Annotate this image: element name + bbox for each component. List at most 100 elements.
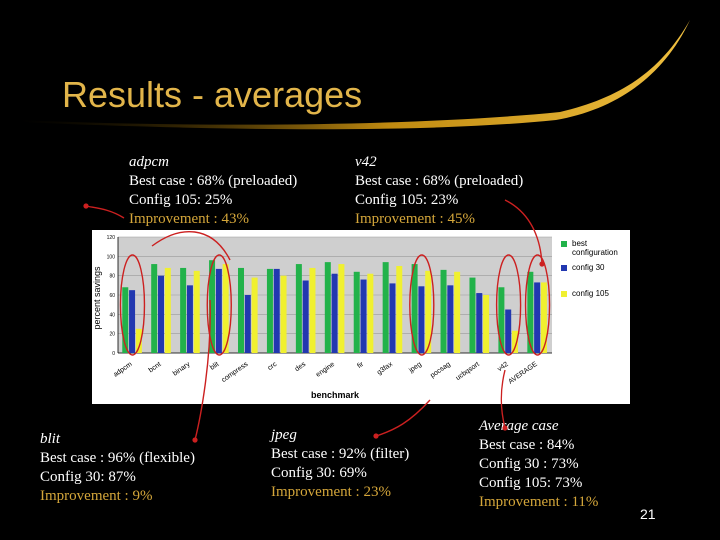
bar-best-configuration [238,267,244,353]
bar-best-configuration [209,260,216,353]
annotation-improvement: Improvement : 45% [355,211,475,227]
bar-best-configuration [469,277,476,353]
bar-best-configuration [527,271,534,353]
arrow-head [192,437,198,443]
bar-config-30 [302,280,309,353]
slide-title: Results - averages [62,74,363,115]
annotation-improvement: Improvement : 9% [40,488,153,504]
x-tick-label: crc [267,361,279,372]
annotation-improvement: Improvement : 23% [271,484,391,500]
annotation-arrow [194,299,211,441]
highlight-ellipse [119,254,146,356]
annotation-config105: Config 105: 73% [479,475,583,491]
bar-config-105 [338,264,345,353]
legend-label: best configuration [572,239,618,257]
bar-best-configuration [382,262,389,353]
bar-config-105 [309,267,316,353]
annotation-blit: blit Best case : 96% (flexible) Config 3… [40,430,195,506]
annotation-arrow [85,205,125,219]
bar-config-105 [193,270,200,353]
bar-config-105 [164,267,171,353]
arrow-head [83,203,89,209]
highlight-ellipse [409,254,435,356]
bar-config-30 [505,309,512,353]
annotation-v42: v42 Best case : 68% (preloaded) Config 1… [355,153,523,229]
x-axis-label: benchmark [311,390,360,400]
legend: best configuration config 30 config 105 [561,239,618,298]
annotation-jpeg: jpeg Best case : 92% (filter) Config 30:… [271,426,409,502]
title-swoosh-decoration [20,20,690,130]
bar-config-105 [251,277,258,353]
bar-config-30 [158,275,164,353]
annotation-config: Config 30: 69% [271,465,367,481]
bar-best-configuration [180,267,187,353]
annotation-config: Config 30: 87% [40,469,136,485]
bar-config-105 [483,295,490,353]
legend-swatch [561,265,567,271]
bar-config-105 [280,275,287,353]
annotation-adpcm: adpcm Best case : 68% (preloaded) Config… [129,153,297,229]
page-number: 21 [640,506,656,522]
highlight-ellipse [206,254,232,356]
annotation-arrow [504,199,543,265]
bar-config-105 [367,273,374,353]
bar-best-configuration [266,268,273,353]
arrow-head [539,261,545,267]
y-tick-label: 80 [109,274,115,280]
annotation-arrow [500,369,506,429]
bar-config-30 [273,268,280,353]
bar-config-105 [222,264,229,353]
bar-config-30 [389,283,396,353]
bar-best-configuration [411,264,418,353]
annotation-arrows [83,199,545,443]
bar-config-105 [512,330,518,353]
y-tick-label: 100 [107,254,116,260]
x-tick-label: fir [356,361,365,370]
highlight-ellipse [524,254,551,356]
bar-best-configuration [151,264,158,353]
annotation-heading: adpcm [129,154,169,170]
annotation-improvement: Improvement : 11% [479,494,599,510]
annotation-heading: jpeg [271,427,297,443]
bar-config-30 [534,282,541,353]
bars [122,260,547,353]
y-tick-label: 0 [112,351,115,357]
legend-label: config 30 [572,263,605,272]
annotation-config: Config 105: 23% [355,192,459,208]
y-tick-label: 120 [107,235,116,241]
y-tick-label: 40 [109,312,115,318]
annotation-best: Best case : 96% (flexible) [40,450,195,466]
y-axis-label: percent savings [92,266,102,330]
bar-config-105 [135,328,142,353]
bar-config-105 [454,271,461,353]
arrow-head [373,433,379,439]
bar-config-30 [129,290,136,353]
bar-best-configuration [498,287,505,353]
annotation-average: Average case Best case : 84% Config 30 :… [479,417,598,512]
y-tick-labels: 0 20 40 60 80 100 120 [107,235,116,357]
bar-best-configuration [324,262,331,353]
arrow-head [502,425,508,431]
annotation-best: Best case : 92% (filter) [271,446,410,462]
annotation-config30: Config 30 : 73% [479,456,579,472]
annotation-heading: v42 [355,154,377,170]
bar-config-30 [360,279,367,353]
highlight-ellipse [495,254,522,356]
legend-swatch [561,241,567,247]
y-tick-label: 60 [109,293,115,299]
annotation-best: Best case : 84% [479,437,575,453]
bar-best-configuration [440,269,447,353]
annotation-improvement: Improvement : 43% [129,211,249,227]
annotation-best: Best case : 68% (preloaded) [355,173,524,189]
bar-config-105 [540,282,547,353]
legend-swatch [561,291,567,297]
bar-config-30 [215,268,222,353]
x-tick-label: blit [209,361,220,372]
bar-config-105 [425,270,432,353]
bar-best-configuration [122,287,129,353]
annotation-heading: Average case [479,418,559,434]
bar-best-configuration [353,271,360,353]
legend-label: config 105 [572,289,609,298]
